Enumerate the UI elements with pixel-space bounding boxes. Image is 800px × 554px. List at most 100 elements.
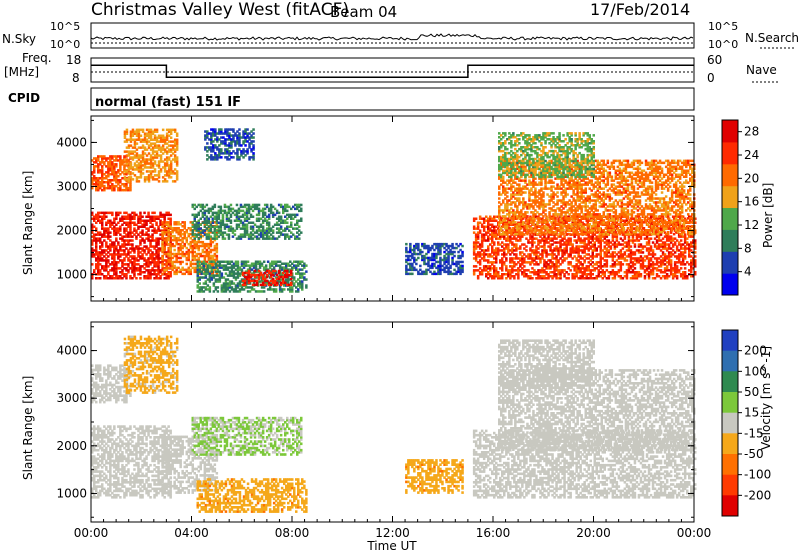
echo-cell xyxy=(111,275,114,278)
echo-cell xyxy=(129,215,132,218)
echo-cell xyxy=(103,255,106,258)
echo-cell xyxy=(103,213,106,217)
echo-cell xyxy=(147,251,150,254)
echo-cell xyxy=(121,243,124,246)
echo-cell xyxy=(300,217,303,220)
echo-cell xyxy=(223,237,227,240)
echo-cell xyxy=(101,219,104,222)
echo-cell xyxy=(135,263,138,266)
echo-cell xyxy=(215,242,219,246)
echo-cell xyxy=(149,245,152,248)
echo-cell xyxy=(127,253,130,256)
echo-cell xyxy=(125,128,129,132)
echo-cell xyxy=(474,217,478,220)
echo-cell xyxy=(101,267,104,270)
echo-cell xyxy=(111,255,114,258)
echo-cell xyxy=(133,227,136,230)
echo-cell xyxy=(159,271,162,274)
echo-cell xyxy=(149,225,152,228)
echo-cell xyxy=(99,257,102,260)
echo-cell xyxy=(198,282,201,285)
echo-cell xyxy=(135,237,138,240)
echo-cell xyxy=(264,264,268,267)
echo-cell xyxy=(127,239,130,242)
echo-cell xyxy=(125,211,128,215)
echo-cell xyxy=(283,288,286,291)
echo-cell xyxy=(143,275,146,278)
echo-cell xyxy=(147,247,150,250)
echo-cell xyxy=(111,221,114,224)
echo-cell xyxy=(95,241,98,244)
echo-cell xyxy=(133,261,136,264)
echo-cell xyxy=(139,255,142,258)
echo-cell xyxy=(119,267,122,270)
echo-cell xyxy=(123,251,126,254)
echo-cell xyxy=(117,255,120,258)
echo-cell xyxy=(115,267,118,270)
echo-cell xyxy=(139,265,142,268)
echo-cell xyxy=(125,221,128,224)
echo-cell xyxy=(159,229,162,232)
echo-cell xyxy=(117,211,120,215)
echo-cell xyxy=(127,263,130,266)
echo-cell xyxy=(139,257,142,260)
echo-cell xyxy=(277,269,281,273)
echo-cell xyxy=(91,225,94,228)
echo-cell xyxy=(115,239,118,242)
echo-cell xyxy=(131,235,134,238)
freq-unit-label: [MHz] xyxy=(4,65,39,79)
echo-cell xyxy=(137,233,140,236)
echo-cell xyxy=(133,257,136,260)
echo-cell xyxy=(91,243,94,246)
echo-cell xyxy=(103,215,106,218)
echo-cell xyxy=(151,259,154,262)
echo-cell xyxy=(145,221,148,224)
echo-cell xyxy=(123,243,126,246)
echo-cell xyxy=(151,223,154,226)
echo-cell xyxy=(145,219,148,222)
echo-cell xyxy=(113,263,116,266)
echo-band xyxy=(191,203,303,240)
echo-cell xyxy=(105,257,108,260)
echo-cell xyxy=(153,215,156,218)
echo-cell xyxy=(119,259,122,262)
echo-cell xyxy=(147,211,150,215)
echo-cell xyxy=(111,213,114,217)
echo-cell xyxy=(155,253,158,256)
echo-band xyxy=(204,128,255,161)
echo-cell xyxy=(147,227,150,230)
echo-cell xyxy=(139,213,142,217)
echo-cell xyxy=(232,156,235,159)
echo-cell xyxy=(125,223,128,226)
echo-cell xyxy=(133,265,136,268)
echo-cell xyxy=(125,253,128,256)
echo-cell xyxy=(157,253,160,256)
echo-cell xyxy=(147,271,150,274)
echo-cell xyxy=(103,233,106,236)
echo-cell xyxy=(159,249,162,252)
echo-cell xyxy=(139,215,142,218)
echo-cell xyxy=(91,227,94,230)
echo-cell xyxy=(99,273,102,276)
echo-cell xyxy=(133,213,136,217)
echo-cell xyxy=(153,247,156,250)
echo-cell xyxy=(115,263,118,266)
echo-cell xyxy=(461,260,464,264)
echo-cell xyxy=(107,271,110,274)
echo-cell xyxy=(97,263,100,266)
echo-cell xyxy=(101,215,104,218)
noise-sky-line xyxy=(90,33,694,41)
echo-cell xyxy=(113,257,116,260)
echo-cell xyxy=(109,211,112,215)
echo-cell xyxy=(139,221,142,224)
echo-cell xyxy=(143,221,146,224)
echo-cell xyxy=(409,242,412,246)
echo-cell xyxy=(95,233,98,236)
echo-cell xyxy=(151,211,154,215)
echo-cell xyxy=(101,251,104,254)
echo-cell xyxy=(109,239,112,242)
echo-cell xyxy=(115,227,118,230)
echo-cell xyxy=(101,253,104,256)
echo-cell xyxy=(141,253,144,256)
